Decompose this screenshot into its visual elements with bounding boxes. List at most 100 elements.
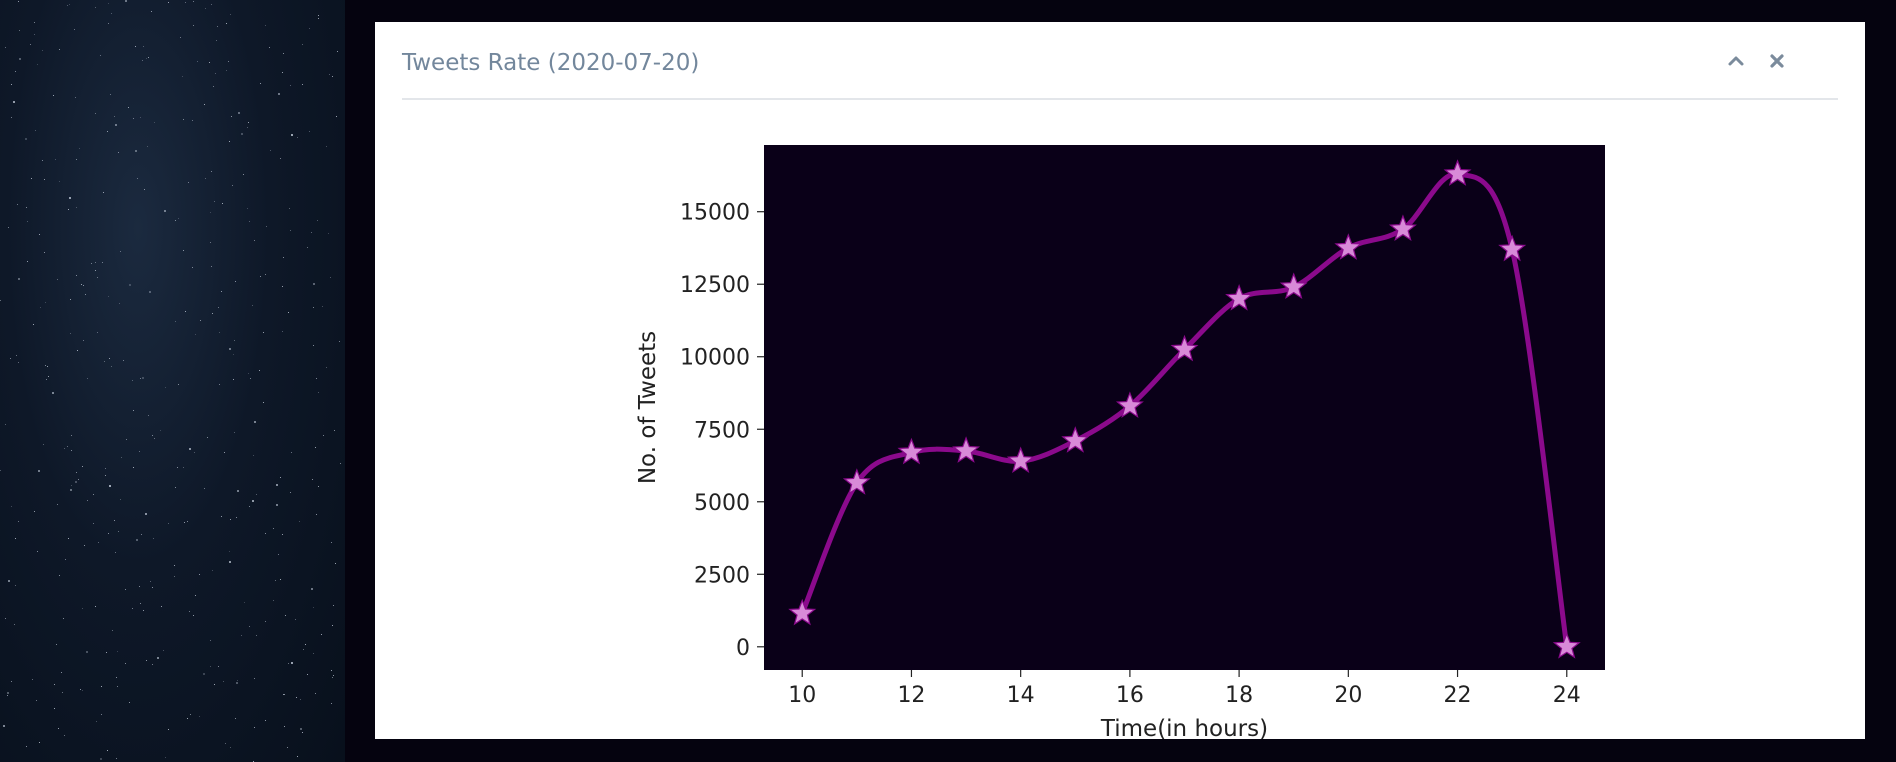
star-dot (15, 71, 16, 72)
star-dot (82, 690, 83, 691)
star-dot (62, 692, 63, 693)
star-dot (33, 324, 34, 325)
star-dot (223, 681, 224, 682)
star-dot (11, 84, 12, 85)
star-dot (326, 146, 327, 147)
star-dot (199, 716, 200, 717)
star-dot (329, 74, 330, 75)
x-tick-label: 24 (1553, 683, 1581, 708)
star-dot (69, 4, 70, 5)
star-dot (234, 432, 235, 433)
star-dot (212, 570, 213, 571)
star-dot (250, 378, 251, 379)
star-dot (165, 757, 166, 758)
panel-header: Tweets Rate (2020-07-20) (402, 22, 1838, 100)
y-tick-label: 7500 (694, 418, 750, 443)
star-dot (14, 624, 15, 625)
star-dot (221, 516, 222, 517)
star-dot (184, 522, 185, 523)
star-dot (265, 720, 266, 721)
y-axis-label: No. of Tweets (635, 331, 661, 484)
star-dot (253, 455, 254, 456)
star-dot (125, 0, 127, 2)
star-dot (120, 251, 121, 252)
star-dot (254, 727, 255, 728)
x-tick-label: 20 (1334, 683, 1362, 708)
star-dot (339, 341, 340, 342)
star-dot (48, 376, 49, 377)
star-dot (84, 545, 85, 546)
star-dot (185, 311, 186, 312)
collapse-button[interactable] (1725, 52, 1747, 74)
star-dot (305, 644, 306, 645)
star-dot (216, 40, 217, 41)
star-dot (284, 694, 285, 695)
star-dot (56, 644, 57, 645)
star-dot (95, 270, 96, 271)
axes: 10 12 14 16 18 20 22 24 0 2500 5000 7500 10000 12500 1… (680, 201, 1581, 708)
star-dot (229, 141, 230, 142)
star-dot (210, 212, 211, 213)
star-dot (146, 58, 147, 59)
star-dot (47, 366, 48, 367)
star-dot (114, 520, 115, 521)
star-dot (228, 61, 229, 62)
series-line (799, 171, 1570, 648)
star-dot (282, 534, 283, 535)
close-button[interactable] (1766, 52, 1788, 74)
star-dot (107, 750, 108, 751)
star-dot (210, 242, 211, 243)
star-dot (27, 221, 28, 222)
star-dot (148, 57, 149, 58)
star-dot (128, 107, 129, 108)
star-dot (76, 207, 77, 208)
star-dot (265, 25, 266, 26)
star-dot (254, 421, 256, 423)
star-dot (229, 348, 231, 350)
star-dot (7, 692, 9, 694)
star-dot (142, 377, 144, 379)
star-dot (236, 517, 237, 518)
star-dot (280, 579, 281, 580)
star-dot (118, 152, 119, 153)
data-point-star (1334, 233, 1363, 260)
star-dot (154, 438, 155, 439)
star-dot (125, 589, 126, 590)
star-dot (322, 306, 323, 307)
star-dot (135, 150, 137, 152)
star-dot (139, 451, 140, 452)
star-dot (276, 484, 278, 486)
star-dot (273, 528, 274, 529)
star-dot (263, 402, 264, 403)
star-dot (7, 695, 8, 696)
star-dot (288, 312, 289, 313)
star-dot (19, 30, 20, 31)
star-dot (104, 361, 105, 362)
star-dot (312, 479, 313, 480)
star-dot (116, 758, 117, 759)
star-dot (5, 424, 6, 425)
star-dot (27, 261, 28, 262)
star-dot (18, 1, 19, 2)
star-dot (18, 521, 19, 522)
star-dot (75, 481, 77, 483)
star-dot (78, 479, 79, 480)
star-dot (291, 662, 293, 664)
star-dot (237, 680, 238, 681)
star-dot (8, 580, 10, 582)
star-dot (313, 607, 314, 608)
star-dot (18, 278, 20, 280)
star-dot (302, 732, 303, 733)
star-dot (332, 625, 333, 626)
star-dot (178, 218, 179, 219)
star-dot (284, 726, 285, 727)
star-dot (318, 486, 319, 487)
star-dot (283, 53, 284, 54)
x-tick-label: 12 (897, 683, 925, 708)
star-dot (163, 650, 164, 651)
star-dot (229, 551, 230, 552)
star-dot (69, 197, 71, 199)
star-dot (263, 332, 264, 333)
star-dot (317, 220, 318, 221)
star-dot (161, 606, 162, 607)
